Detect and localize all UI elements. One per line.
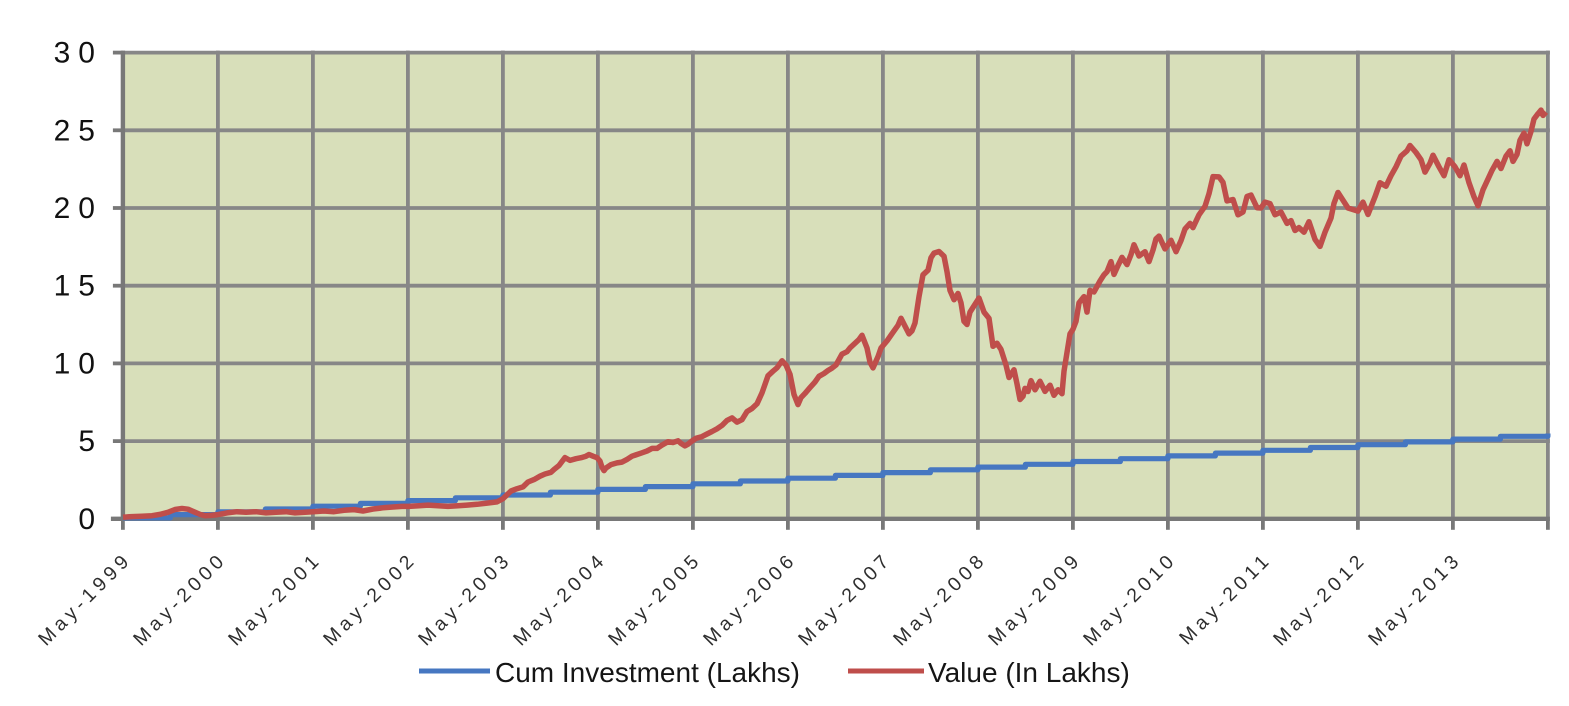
svg-text:30: 30 [54, 37, 103, 70]
svg-text:Value (In Lakhs): Value (In Lakhs) [928, 657, 1130, 688]
svg-text:20: 20 [54, 192, 103, 225]
svg-text:15: 15 [54, 270, 103, 303]
svg-text:25: 25 [54, 114, 103, 147]
svg-text:10: 10 [54, 347, 103, 380]
svg-text:5: 5 [78, 425, 103, 458]
svg-text:0: 0 [78, 503, 103, 536]
svg-text:Cum Investment (Lakhs): Cum Investment (Lakhs) [495, 657, 800, 688]
